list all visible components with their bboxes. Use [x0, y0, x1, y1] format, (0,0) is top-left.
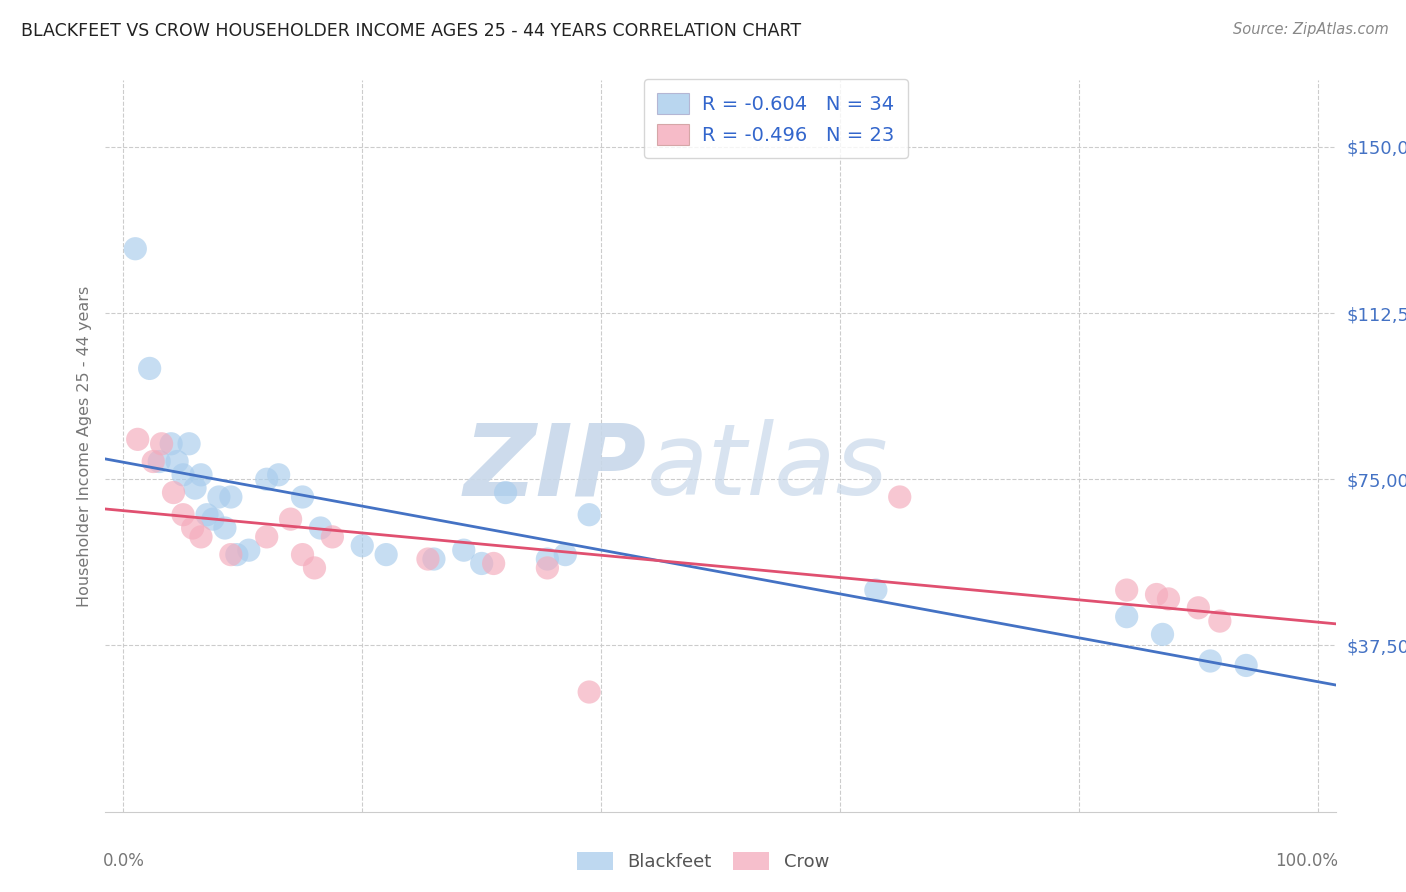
- Point: [201, 512, 224, 526]
- Text: 0.0%: 0.0%: [103, 852, 145, 870]
- Point: [219, 548, 242, 562]
- Point: [1157, 591, 1180, 606]
- Point: [416, 552, 439, 566]
- Point: [190, 467, 212, 482]
- Point: [889, 490, 911, 504]
- Point: [166, 454, 188, 468]
- Point: [124, 242, 146, 256]
- Point: [142, 454, 165, 468]
- Point: [219, 490, 242, 504]
- Point: [865, 583, 887, 598]
- Point: [423, 552, 446, 566]
- Point: [495, 485, 517, 500]
- Point: [1115, 609, 1137, 624]
- Point: [172, 467, 194, 482]
- Point: [1146, 587, 1168, 601]
- Point: [172, 508, 194, 522]
- Point: [453, 543, 475, 558]
- Legend: R = -0.604   N = 34, R = -0.496   N = 23: R = -0.604 N = 34, R = -0.496 N = 23: [644, 79, 908, 159]
- Point: [184, 481, 207, 495]
- Point: [256, 472, 278, 486]
- Text: BLACKFEET VS CROW HOUSEHOLDER INCOME AGES 25 - 44 YEARS CORRELATION CHART: BLACKFEET VS CROW HOUSEHOLDER INCOME AGE…: [21, 22, 801, 40]
- Point: [150, 437, 173, 451]
- Point: [160, 437, 183, 451]
- Point: [309, 521, 332, 535]
- Point: [1209, 614, 1232, 628]
- Point: [554, 548, 576, 562]
- Point: [1199, 654, 1222, 668]
- Point: [190, 530, 212, 544]
- Point: [1152, 627, 1174, 641]
- Point: [291, 490, 314, 504]
- Point: [214, 521, 236, 535]
- Point: [1115, 583, 1137, 598]
- Text: 100.0%: 100.0%: [1275, 852, 1339, 870]
- Point: [578, 508, 600, 522]
- Point: [1234, 658, 1257, 673]
- Text: Source: ZipAtlas.com: Source: ZipAtlas.com: [1233, 22, 1389, 37]
- Point: [536, 552, 558, 566]
- Point: [304, 561, 326, 575]
- Point: [536, 561, 558, 575]
- Point: [148, 454, 170, 468]
- Point: [321, 530, 343, 544]
- Point: [195, 508, 218, 522]
- Point: [181, 521, 204, 535]
- Point: [280, 512, 302, 526]
- Point: [267, 467, 290, 482]
- Point: [375, 548, 398, 562]
- Point: [256, 530, 278, 544]
- Point: [162, 485, 184, 500]
- Point: [208, 490, 231, 504]
- Legend: Blackfeet, Crow: Blackfeet, Crow: [569, 846, 837, 879]
- Y-axis label: Householder Income Ages 25 - 44 years: Householder Income Ages 25 - 44 years: [77, 285, 93, 607]
- Text: ZIP: ZIP: [464, 419, 647, 516]
- Text: atlas: atlas: [647, 419, 889, 516]
- Point: [177, 437, 200, 451]
- Point: [225, 548, 247, 562]
- Point: [1187, 600, 1209, 615]
- Point: [138, 361, 160, 376]
- Point: [291, 548, 314, 562]
- Point: [127, 433, 149, 447]
- Point: [238, 543, 260, 558]
- Point: [471, 557, 494, 571]
- Point: [578, 685, 600, 699]
- Point: [482, 557, 505, 571]
- Point: [352, 539, 374, 553]
